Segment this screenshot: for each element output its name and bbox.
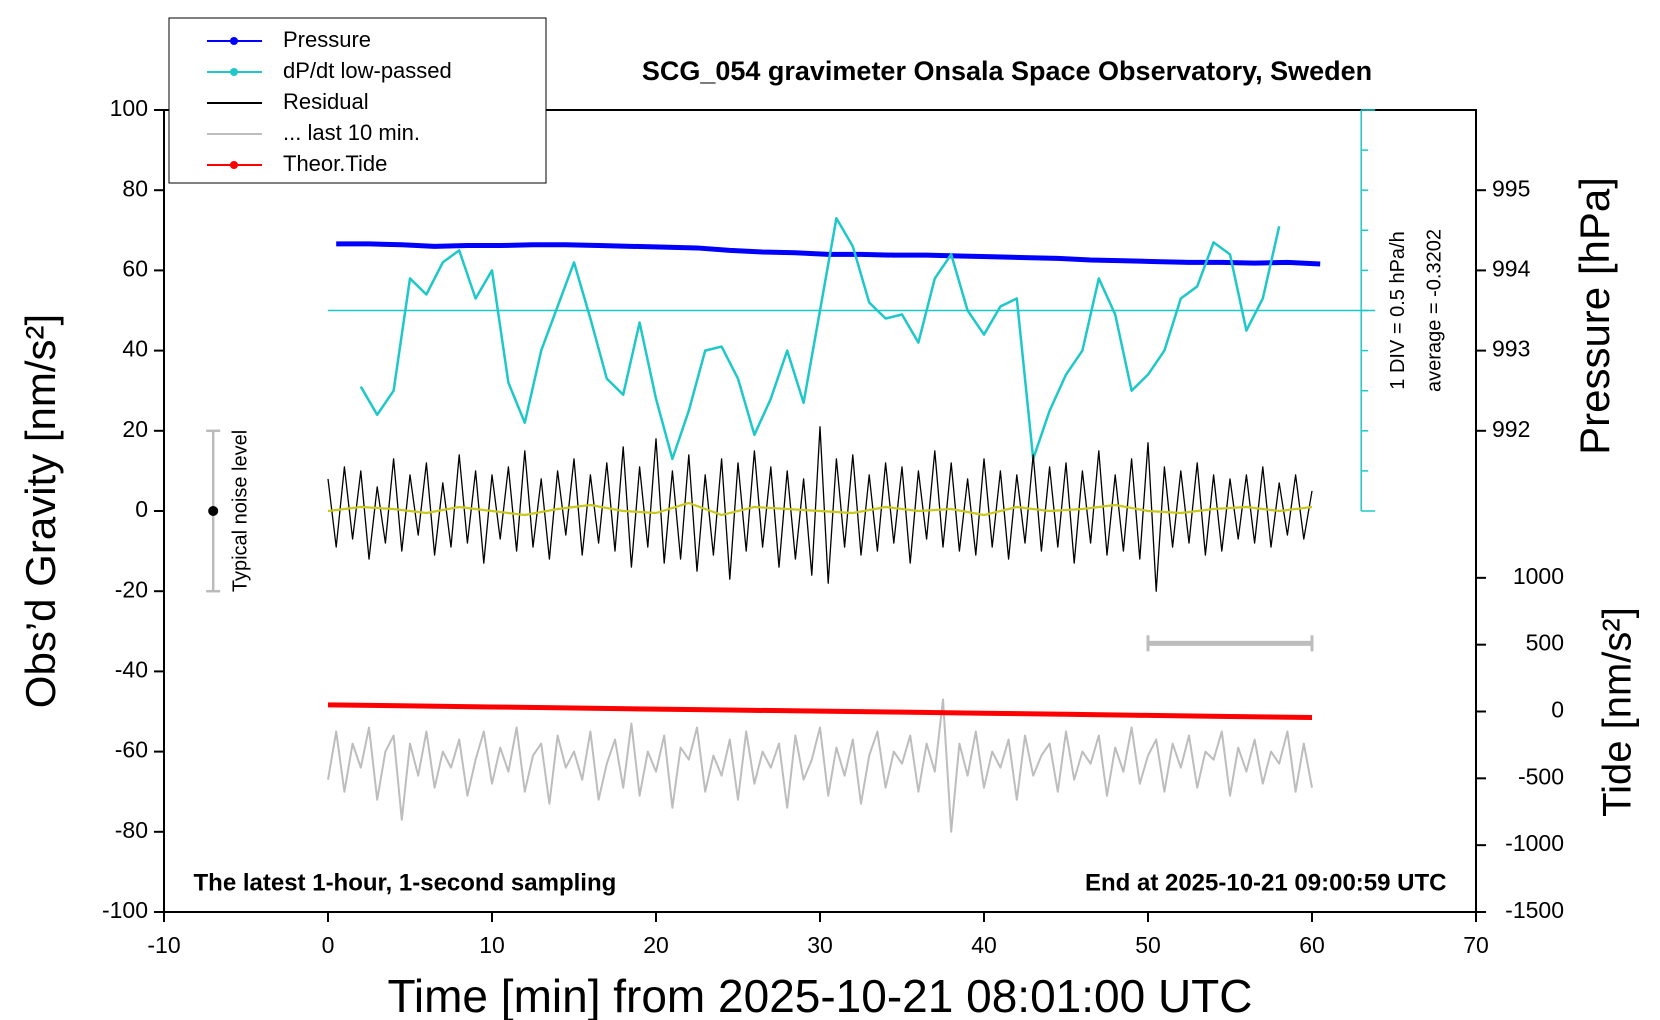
x-tick-label: 10 [479, 932, 505, 958]
y3-tick-label: 1000 [1513, 563, 1564, 589]
y2-tick-label: 992 [1492, 416, 1530, 442]
annotation: The latest 1-hour, 1-second sampling [194, 869, 617, 896]
series-line [327, 501, 1313, 517]
dpdt-average-label: average = -0.3202 [1423, 229, 1445, 392]
noise-label: Typical noise level [229, 430, 251, 592]
y-tick-label: -60 [115, 737, 148, 763]
legend-label: dP/dt low-passed [283, 58, 452, 83]
dpdt-scale-label: 1 DIV = 0.5 hPa/h [1387, 231, 1409, 389]
legend-marker [230, 37, 238, 45]
x-tick-label: 60 [1299, 932, 1325, 958]
noise-point [208, 506, 219, 516]
y2-tick-label: 994 [1492, 255, 1531, 281]
y3-tick-label: -1500 [1505, 897, 1564, 923]
legend-label: Pressure [283, 27, 371, 52]
y3-axis-label: Tide [nm/s²] [1596, 607, 1640, 817]
legend-marker [230, 68, 238, 76]
y-tick-label: 100 [110, 95, 148, 121]
y3-tick-label: 500 [1526, 630, 1564, 656]
x-tick-label: 70 [1463, 932, 1489, 958]
y-tick-label: 80 [122, 175, 148, 201]
annotation: End at 2025-10-21 09:00:59 UTC [1085, 869, 1447, 896]
series-line [359, 217, 1281, 461]
series-line [327, 426, 1313, 592]
legend-marker [230, 161, 238, 169]
y2-axis-label: Pressure [hPa] [1571, 177, 1618, 455]
legend-label: Theor.Tide [283, 151, 387, 176]
y-tick-label: 40 [122, 336, 148, 362]
legend-label: Residual [283, 89, 369, 114]
legend-box [168, 17, 547, 184]
x-tick-label: 50 [1135, 932, 1161, 958]
y-tick-label: -20 [115, 576, 148, 602]
y3-tick-label: -1000 [1505, 830, 1564, 856]
y-tick-label: 20 [122, 416, 148, 442]
y-tick-label: -100 [102, 897, 148, 923]
series-line [327, 698, 1313, 833]
y3-tick-label: 0 [1551, 697, 1564, 723]
y3-tick-label: -500 [1518, 763, 1564, 789]
x-axis-label: Time [min] from 2025-10-21 08:01:00 UTC [388, 970, 1253, 1020]
y-tick-label: -40 [115, 656, 148, 682]
x-tick-label: 40 [971, 932, 997, 958]
y-tick-label: -80 [115, 817, 148, 843]
y2-tick-label: 995 [1492, 175, 1530, 201]
x-tick-label: 20 [643, 932, 669, 958]
x-tick-label: 0 [322, 932, 335, 958]
y-axis-label: Obs’d Gravity [nm/s²] [17, 314, 64, 708]
legend-label: ... last 10 min. [283, 120, 420, 145]
x-tick-label: 30 [807, 932, 833, 958]
chart-title: SCG_054 gravimeter Onsala Space Observat… [642, 56, 1372, 86]
x-tick-label: -10 [147, 932, 180, 958]
y-tick-label: 60 [122, 255, 148, 281]
y-tick-label: 0 [135, 496, 148, 522]
series-line [336, 241, 1321, 267]
y2-tick-label: 993 [1492, 336, 1530, 362]
series-line [327, 702, 1313, 721]
